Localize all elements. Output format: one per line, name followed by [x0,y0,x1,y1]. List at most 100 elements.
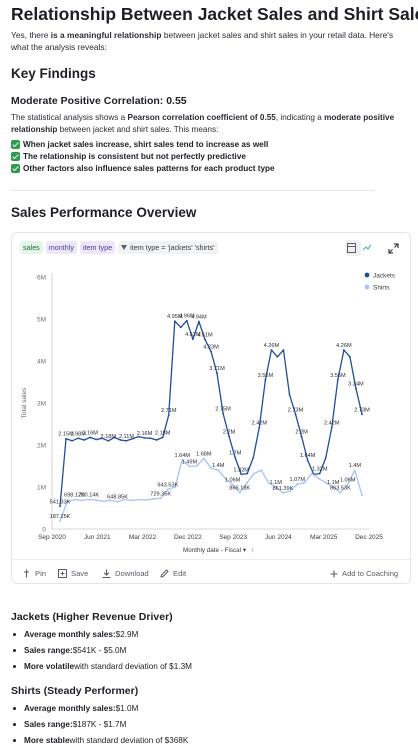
data-point-shirts [303,481,306,484]
intro-emphasis: is a meaningful relationship [50,30,162,40]
finding-check-2: The relationship is consistent but not p… [11,152,246,161]
data-label: 4.23M [203,344,219,350]
data-point-shirts [174,486,176,488]
finding-text: Other factors also influence sales patte… [23,164,275,173]
data-point-jackets [324,456,327,459]
data-label: 3.34M [348,382,364,388]
data-point-jackets [222,412,224,415]
data-point-jackets [252,456,255,459]
finding-text: The relationship is consistent but not p… [23,152,246,161]
expand-button[interactable] [385,240,401,256]
edit-label: Edit [173,569,187,578]
data-point-jackets [113,436,116,439]
y-tick-label: 3M [37,401,46,408]
chip-filter[interactable]: item type = 'jackets' 'shirts' [118,241,218,254]
x-tick-label: Mar 2025 [310,534,338,541]
add-to-coaching-button[interactable]: Add to Coaching [330,569,398,578]
download-button[interactable]: Download [102,569,149,578]
bullet-text: $1.0M [115,704,139,713]
bullet-text: $187K - $1.7M [72,720,127,729]
y-tick-label: 2M [37,443,46,450]
expand-icon [387,242,399,254]
data-label: 3.55M [258,373,274,379]
data-point-jackets [349,355,351,358]
chart-type-button[interactable] [345,240,361,256]
data-label: 943.53K [157,482,178,488]
y-tick-label: 5M [37,317,46,324]
edit-button[interactable]: Edit [160,569,186,578]
data-label: 729.35K [150,491,171,497]
key-findings-heading: Key Findings [11,66,96,81]
intro-paragraph: Yes, there is a meaningful relationship … [11,30,411,53]
data-point-shirts [87,498,90,501]
data-label: 698.12K [64,493,85,499]
data-label: 1.4M [212,463,225,469]
data-point-jackets [143,436,146,439]
data-point-shirts [181,459,184,462]
para-emphasis-1: Pearson correlation coefficient of 0.55 [127,113,276,122]
bullet-text: with standard deviation of $1.3M [74,662,192,671]
filter-chip-label: item type = 'jackets' 'shirts' [130,243,215,252]
data-point-shirts [138,498,140,501]
data-point-shirts [116,500,119,503]
data-label: 2.42M [252,420,268,426]
data-point-jackets [59,505,61,508]
legend-swatch-shirts [364,284,370,290]
checkmark-icon [11,152,20,161]
overview-heading: Sales Performance Overview [11,205,197,220]
save-button[interactable]: Save [58,569,88,578]
chip-sales[interactable]: sales [20,241,43,254]
data-point-jackets [191,338,194,341]
correlation-paragraph: The statistical analysis shows a Pearson… [11,112,411,135]
plus-icon [330,570,338,577]
data-point-jackets [65,437,67,440]
data-label: 863.53K [330,486,351,492]
data-point-jackets [240,473,243,476]
data-point-jackets [119,439,122,441]
data-label: 187.25K [50,514,71,520]
data-point-jackets [228,435,231,438]
shirts-bullet-1: Average monthly sales: $1.0M [11,704,138,713]
data-point-jackets [101,437,104,440]
data-point-shirts [289,490,291,493]
data-point-jackets [198,320,200,323]
data-point-jackets [167,414,170,417]
chip-item-type[interactable]: item type [79,241,116,254]
line-chart-button[interactable] [359,240,375,256]
line-chart-icon [362,244,372,251]
bullet-bold: Sales range: [24,720,73,729]
data-point-shirts [159,497,162,500]
data-point-jackets [173,320,176,322]
chart-card: sales monthly item type item type = 'jac… [11,232,411,584]
x-axis-control-label: Monthly date - Fiscal ▾ [183,547,246,554]
data-label: 3.55M [330,373,346,379]
data-point-jackets [89,436,92,439]
chip-monthly[interactable]: monthly [45,241,77,254]
data-point-jackets [137,435,140,438]
save-icon [58,569,67,578]
data-label: 700.14K [78,493,99,499]
bullet-bold: Average monthly sales: [24,630,116,639]
intro-text: Yes, there [11,30,51,40]
data-label: 1.98M [70,431,86,437]
x-tick-label: Jun 2024 [265,534,292,541]
data-point-shirts [274,486,277,488]
data-point-jackets [161,436,164,439]
y-tick-label: 4M [37,359,46,366]
data-label: 2.2M [295,430,308,436]
x-tick-label: Dec 2022 [174,534,202,541]
download-label: Download [115,569,149,578]
bullet-text: $541K - $5.0M [72,646,127,655]
data-point-jackets [264,379,267,381]
jackets-bullet-3: More volatile with standard deviation of… [11,662,192,671]
data-label: 541.33K [50,499,71,505]
section-divider [11,190,375,191]
data-point-shirts [109,499,112,502]
y-tick-label: 0 [42,527,46,534]
pin-label: Pin [35,569,46,578]
pin-button[interactable]: Pin [22,569,46,578]
data-point-jackets [294,413,297,416]
data-point-jackets [204,338,206,341]
finding-check-3: Other factors also influence sales patte… [11,164,275,173]
jackets-heading: Jackets (Higher Revenue Driver) [11,611,173,623]
